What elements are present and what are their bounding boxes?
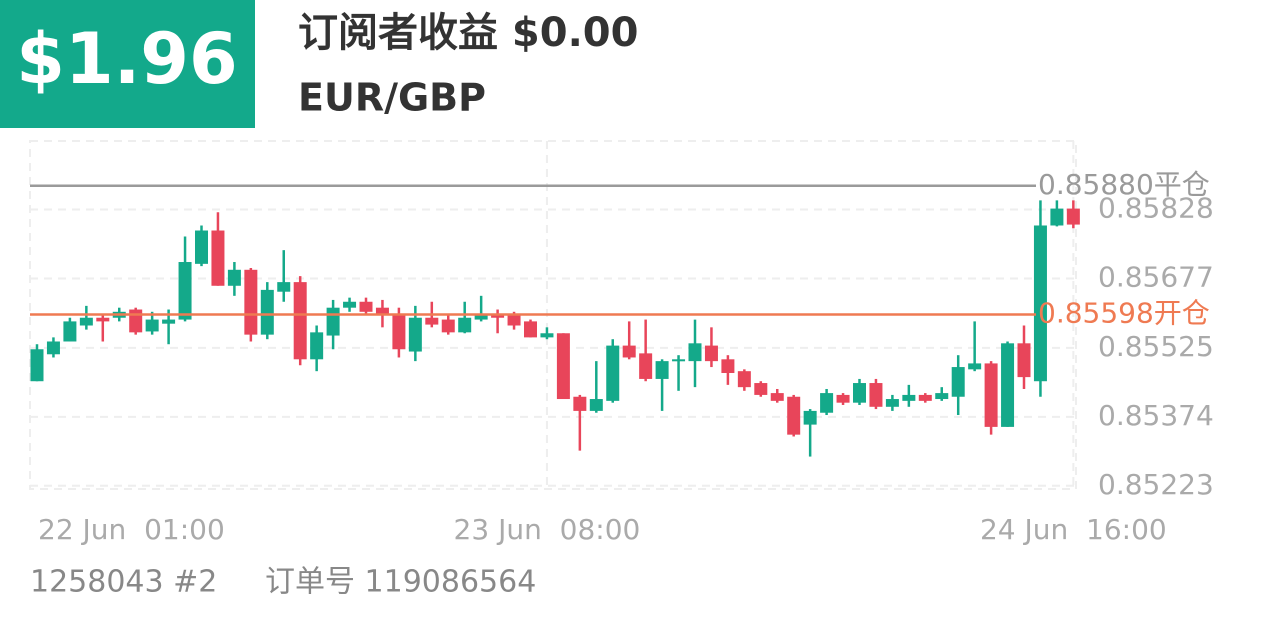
candle-body <box>918 394 932 401</box>
candle-body <box>639 353 653 379</box>
candle-body <box>524 321 537 338</box>
plot-frame <box>29 140 1077 490</box>
candle-body <box>145 319 159 332</box>
candle-body <box>655 361 669 379</box>
reference-label: 0.85598开仓 <box>1038 297 1210 330</box>
candle-body <box>704 345 718 362</box>
profit-badge <box>0 0 255 128</box>
candle-body <box>540 333 554 338</box>
candle-body <box>227 269 241 286</box>
profit: $1.96 <box>16 18 237 100</box>
x-tick-label: 23 Jun 08:00 <box>454 513 641 546</box>
candle-body <box>162 319 176 324</box>
candle-body <box>754 383 768 395</box>
candle-body <box>869 383 883 407</box>
account: 1258043 #2 <box>30 565 217 600</box>
reference-label: 0.85880平仓 <box>1038 168 1210 201</box>
candle-body <box>556 333 570 400</box>
y-tick-label: 0.85223 <box>1098 468 1214 501</box>
candle-body <box>902 394 916 401</box>
candle-body <box>803 410 817 425</box>
candle-body <box>721 359 735 373</box>
candle-body <box>46 341 60 355</box>
candle-body <box>441 319 455 333</box>
x-tick-label: 24 Jun 16:00 <box>980 513 1167 546</box>
candle-body <box>96 317 110 322</box>
candle-body <box>195 230 208 264</box>
candle-body <box>392 313 406 350</box>
candle-body <box>474 315 488 320</box>
candle-body <box>458 317 472 333</box>
candle-body <box>1017 343 1031 378</box>
candle-body <box>622 345 636 358</box>
title: 订阅者收益 $0.00 <box>298 10 638 56</box>
candle-body <box>787 396 801 435</box>
candle-body <box>606 345 620 401</box>
symbol: EUR/GBP <box>298 76 486 120</box>
candle-body <box>820 393 834 413</box>
y-tick-label: 0.85677 <box>1098 260 1214 293</box>
candle-body <box>573 396 587 411</box>
candle-body <box>507 315 521 326</box>
candle-body <box>211 230 225 286</box>
candle-body <box>968 363 982 370</box>
candle-body <box>359 301 373 312</box>
candle-body <box>63 321 77 342</box>
candle-body <box>260 289 274 335</box>
candle-body <box>277 282 291 292</box>
candle-body <box>1001 343 1015 427</box>
candle-body <box>853 383 866 403</box>
candle-body <box>425 317 439 325</box>
candle-body <box>79 317 93 326</box>
candle-body <box>30 349 44 382</box>
candle-body <box>951 367 965 397</box>
candle-body <box>770 393 784 401</box>
candle-body <box>836 394 850 403</box>
candle-body <box>1050 208 1064 226</box>
candle-body <box>310 332 324 360</box>
candle-body <box>129 309 143 333</box>
candle-body <box>178 262 192 320</box>
candle-body <box>326 307 340 336</box>
candle-body <box>885 399 899 407</box>
candle-body <box>984 363 998 427</box>
order-number: 订单号 119086564 <box>265 565 536 600</box>
candle-body <box>1033 225 1047 382</box>
candle-body <box>737 371 751 388</box>
y-tick-label: 0.85374 <box>1098 399 1214 432</box>
y-tick-label: 0.85828 <box>1098 192 1214 225</box>
candle-body <box>244 269 258 335</box>
y-tick-label: 0.85525 <box>1098 330 1214 363</box>
candle-body <box>343 301 357 308</box>
candle-body <box>672 359 686 362</box>
candle-body <box>589 399 603 411</box>
candle-body <box>408 317 422 352</box>
candle-body <box>688 343 702 362</box>
candle-body <box>293 282 307 360</box>
candle-body <box>935 393 949 400</box>
candle-body <box>1066 208 1080 225</box>
x-tick-label: 22 Jun 01:00 <box>38 513 225 546</box>
candle-body <box>375 307 389 314</box>
